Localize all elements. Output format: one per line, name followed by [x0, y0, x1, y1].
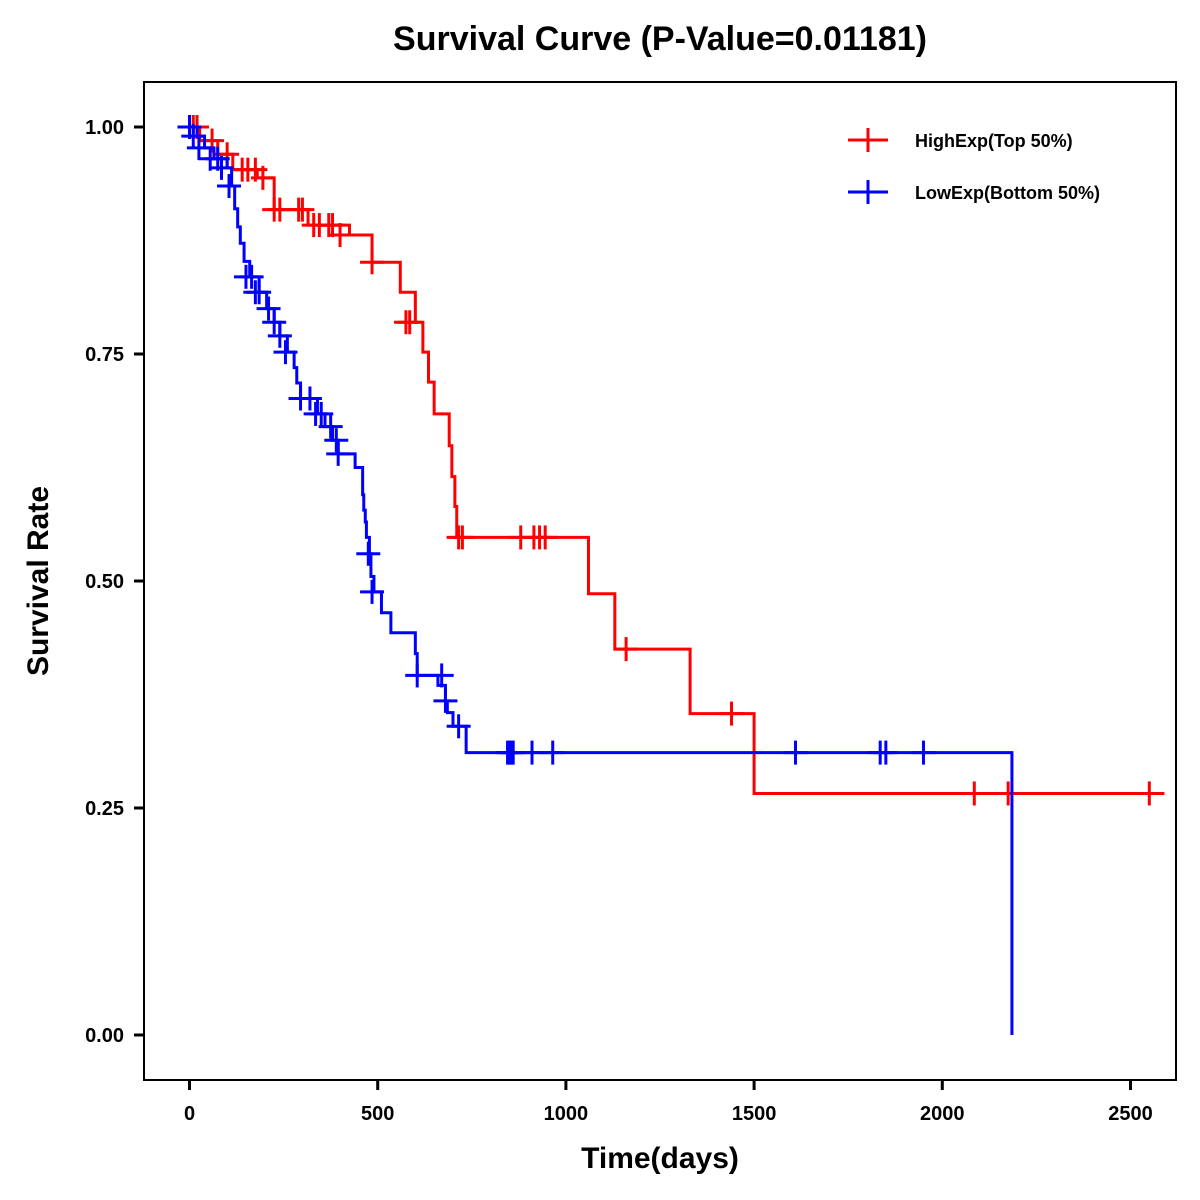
censor-mark: [297, 386, 322, 411]
x-axis-title: Time(days): [581, 1142, 739, 1175]
censor-mark: [540, 740, 565, 765]
censor-mark: [209, 155, 234, 180]
censor-mark: [719, 701, 744, 726]
censor-mark: [962, 781, 987, 806]
censor-mark: [181, 124, 206, 149]
censor-mark: [328, 223, 353, 248]
legend-label: HighExp(Top 50%): [915, 131, 1073, 151]
censor-mark: [996, 781, 1021, 806]
x-tick-label: 500: [361, 1103, 394, 1125]
x-tick-label: 2000: [920, 1103, 965, 1125]
survival-step-line: [189, 125, 1014, 1035]
censor-mark: [360, 250, 385, 275]
survival-step-line: [189, 125, 1165, 795]
censor-mark: [405, 663, 430, 688]
censor-mark: [397, 310, 422, 335]
censor-mark: [262, 310, 287, 335]
x-tick-label: 1000: [544, 1103, 589, 1125]
legend-item: LowExp(Bottom 50%): [848, 180, 1100, 204]
chart-title: Survival Curve (P-Value=0.01181): [393, 20, 927, 58]
censor-mark: [873, 740, 898, 765]
y-tick-label: 0.50: [85, 571, 124, 593]
y-tick-label: 0.25: [85, 798, 124, 820]
censor-mark: [614, 637, 639, 662]
series-lowexp: [177, 115, 1014, 1035]
y-tick-label: 1.00: [85, 117, 124, 139]
censor-mark: [520, 740, 545, 765]
censor-mark: [318, 414, 343, 439]
series-highexp: [181, 115, 1165, 806]
censor-mark: [267, 323, 292, 348]
censor-mark: [324, 428, 349, 453]
x-tick-label: 1500: [732, 1103, 777, 1125]
censor-mark: [239, 264, 264, 289]
censor-mark: [186, 135, 211, 160]
legend-label: LowExp(Bottom 50%): [915, 183, 1100, 203]
censor-mark: [326, 441, 351, 466]
y-tick-label: 0.75: [85, 344, 124, 366]
censor-mark: [250, 165, 275, 190]
y-axis-title: Survival Rate: [22, 486, 55, 676]
censor-mark: [533, 525, 558, 550]
censor-mark: [290, 197, 315, 222]
censor-mark: [360, 579, 385, 604]
x-tick-label: 0: [184, 1103, 195, 1125]
legend-item: HighExp(Top 50%): [848, 128, 1073, 152]
y-tick-label: 0.00: [85, 1025, 124, 1047]
censor-mark: [247, 280, 272, 305]
plot-frame: [143, 81, 1177, 1081]
legend-cross-icon: [848, 128, 888, 152]
legend: HighExp(Top 50%) LowExp(Bottom 50%): [848, 128, 1100, 204]
y-axis: 0.00 0.25 0.50 0.75 1.00: [85, 117, 144, 1047]
censor-mark: [1137, 781, 1162, 806]
censor-mark: [309, 401, 334, 426]
legend-cross-icon: [848, 180, 888, 204]
censor-mark: [256, 296, 281, 321]
censor-mark: [783, 740, 808, 765]
censor-mark: [429, 663, 454, 688]
censor-mark: [273, 340, 298, 365]
x-axis: 0 500 1000 1500 2000 2500: [184, 1080, 1153, 1125]
censor-mark: [217, 174, 242, 199]
series-layer: [177, 115, 1165, 1035]
censor-mark: [450, 525, 475, 550]
censor-mark: [433, 688, 458, 713]
censor-mark: [911, 740, 936, 765]
censor-mark: [446, 714, 471, 739]
x-tick-label: 2500: [1108, 1103, 1153, 1125]
censor-mark: [356, 541, 381, 566]
